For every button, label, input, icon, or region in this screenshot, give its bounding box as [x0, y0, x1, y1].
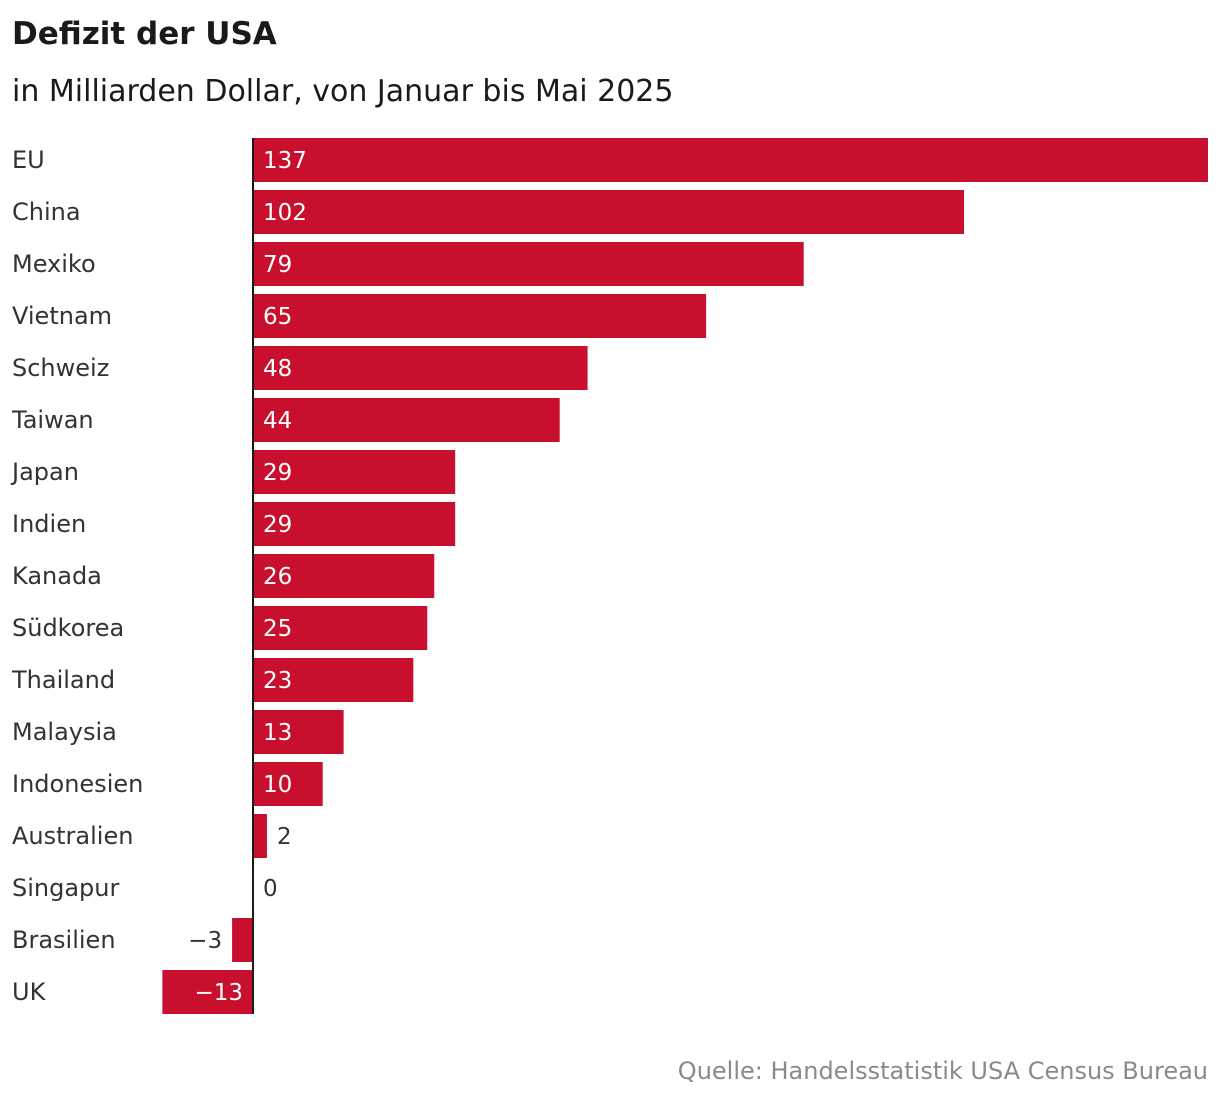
category-label-indien: Indien [12, 510, 86, 538]
bar-brasilien [232, 918, 253, 962]
bar-indien [253, 502, 456, 546]
category-label-sudkorea: Südkorea [12, 614, 124, 642]
chart-title: Defizit der USA [12, 16, 277, 52]
value-label-singapur: 0 [263, 876, 278, 902]
value-label-mexiko: 79 [263, 252, 292, 278]
bar-uk [162, 970, 253, 1014]
value-label-indien: 29 [263, 512, 292, 538]
value-label-taiwan: 44 [263, 408, 292, 434]
chart-subtitle: in Milliarden Dollar, von Januar bis Mai… [12, 74, 674, 109]
category-label-thailand: Thailand [11, 666, 115, 694]
value-label-malaysia: 13 [263, 720, 292, 746]
value-label-indonesien: 10 [263, 772, 292, 798]
source-note: Quelle: Handelsstatistik USA Census Bure… [677, 1057, 1208, 1085]
value-label-eu: 137 [263, 148, 307, 174]
value-label-japan: 29 [263, 460, 292, 486]
category-label-vietnam: Vietnam [12, 302, 112, 330]
category-label-indonesien: Indonesien [12, 770, 143, 798]
bar-indonesien [253, 762, 323, 806]
bar-taiwan [253, 398, 560, 442]
value-label-australien: 2 [277, 824, 292, 850]
bar-thailand [253, 658, 414, 702]
value-label-uk: −13 [194, 980, 243, 1006]
bar-australien [253, 814, 267, 858]
bar-mexiko [253, 242, 804, 286]
value-label-thailand: 23 [263, 668, 292, 694]
category-label-uk: UK [12, 978, 47, 1006]
category-label-kanada: Kanada [12, 562, 102, 590]
bar-kanada [253, 554, 435, 598]
bar-vietnam [253, 294, 707, 338]
category-label-taiwan: Taiwan [11, 406, 94, 434]
bar-eu [253, 138, 1208, 182]
category-label-schweiz: Schweiz [12, 354, 109, 382]
value-label-vietnam: 65 [263, 304, 292, 330]
value-label-schweiz: 48 [263, 356, 292, 382]
bar-china [253, 190, 965, 234]
value-label-brasilien: −3 [188, 928, 222, 954]
value-label-china: 102 [263, 200, 307, 226]
bar-schweiz [253, 346, 588, 390]
value-label-sudkorea: 25 [263, 616, 292, 642]
category-label-china: China [12, 198, 81, 226]
bar-sudkorea [253, 606, 428, 650]
category-label-singapur: Singapur [12, 874, 120, 902]
bar-japan [253, 450, 456, 494]
category-label-eu: EU [12, 146, 45, 174]
category-label-malaysia: Malaysia [12, 718, 117, 746]
bar-malaysia [253, 710, 344, 754]
category-label-brasilien: Brasilien [12, 926, 116, 954]
value-label-kanada: 26 [263, 564, 292, 590]
category-label-japan: Japan [10, 458, 79, 486]
category-label-australien: Australien [12, 822, 133, 850]
category-label-mexiko: Mexiko [12, 250, 96, 278]
